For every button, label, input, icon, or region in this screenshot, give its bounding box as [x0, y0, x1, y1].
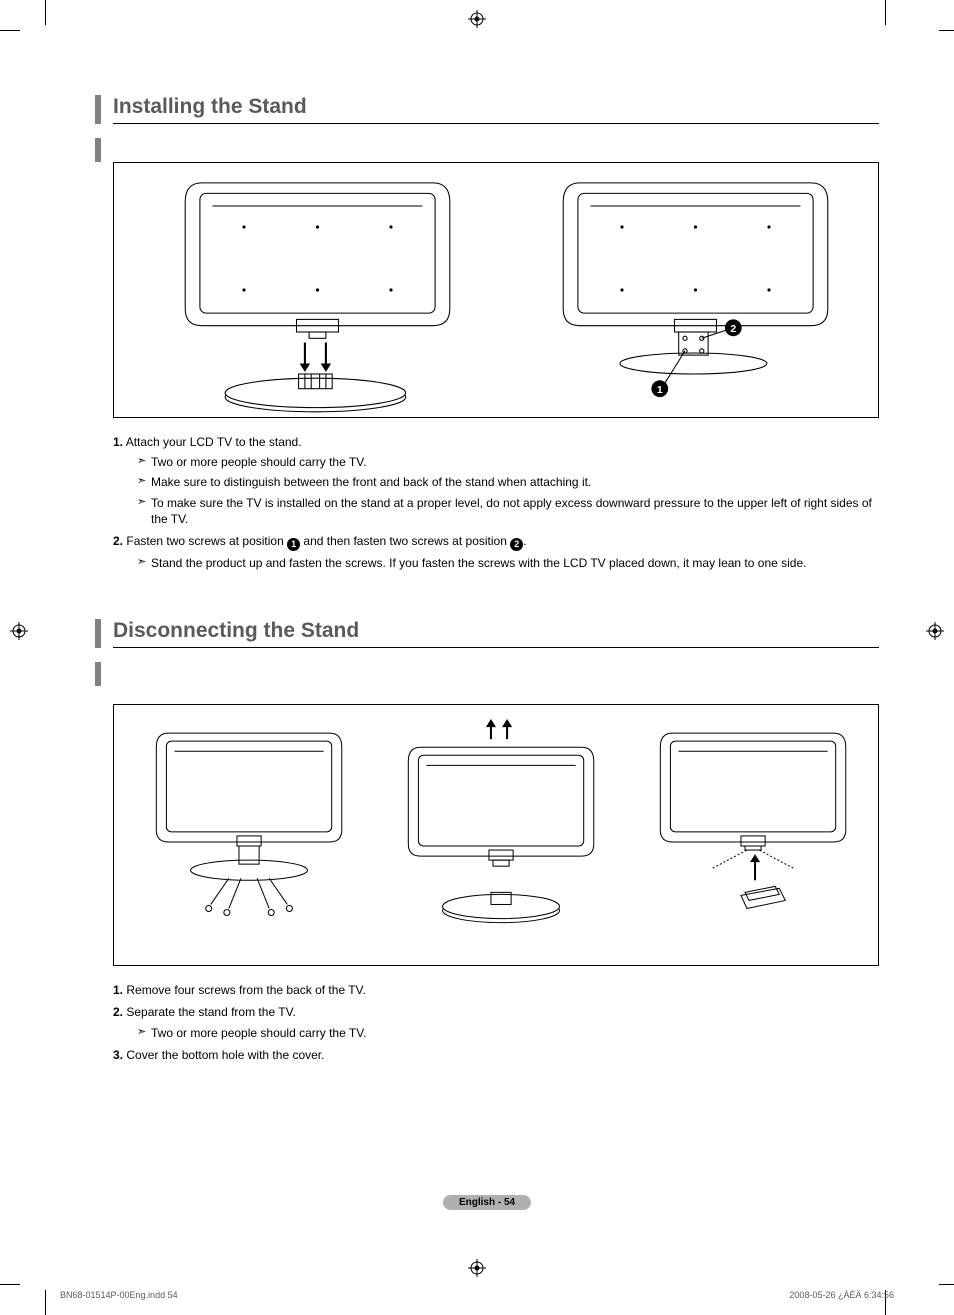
crop-mark: [885, 0, 886, 25]
section-accent-bar: [95, 619, 101, 648]
step-number: 1.: [113, 983, 123, 997]
imprint-footer: BN68-01514P-00Eng.indd 54 2008-05-26 ¿ÀÈ…: [60, 1290, 894, 1300]
note-arrow-icon: ➣: [137, 1025, 151, 1041]
step-number: 2.: [113, 534, 123, 548]
section-title: Installing the Stand: [113, 95, 307, 118]
step-text: Cover the bottom hole with the cover.: [126, 1048, 324, 1062]
section-header: Disconnecting the Stand: [95, 619, 879, 648]
note-item: ➣To make sure the TV is installed on the…: [137, 495, 879, 527]
page-content: Installing the Stand: [95, 95, 879, 1245]
figure-disconnecting-stand: [113, 704, 879, 966]
step-list: 1. Remove four screws from the back of t…: [113, 982, 879, 1063]
note-arrow-icon: ➣: [137, 454, 151, 470]
note-arrow-icon: ➣: [137, 495, 151, 527]
section-accent-bar: [95, 138, 101, 162]
step-list: 1. Attach your LCD TV to the stand. ➣Two…: [113, 434, 879, 571]
step-item: 2. Fasten two screws at position 1 and t…: [113, 533, 879, 571]
tv-fasten-screws-illustration: 2 1: [496, 164, 874, 416]
section-accent-bar: [95, 662, 101, 686]
tv-separate-stand-illustration: [370, 719, 622, 951]
step-number: 1.: [113, 435, 123, 449]
section-title: Disconnecting the Stand: [113, 619, 359, 642]
step-number: 2.: [113, 1005, 123, 1019]
figure-installing-stand: 2 1: [113, 162, 879, 418]
circled-number-icon: 2: [510, 538, 523, 551]
registration-mark-icon: [926, 622, 944, 640]
crop-mark: [0, 1284, 20, 1285]
step-text: Remove four screws from the back of the …: [126, 983, 365, 997]
note-item: ➣Make sure to distinguish between the fr…: [137, 474, 879, 490]
callout-2: 2: [730, 323, 736, 335]
step-item: 1. Remove four screws from the back of t…: [113, 982, 879, 998]
step-item: 1. Attach your LCD TV to the stand. ➣Two…: [113, 434, 879, 527]
registration-mark-icon: [468, 10, 486, 28]
note-arrow-icon: ➣: [137, 474, 151, 490]
section-accent-bar: [95, 95, 101, 124]
tv-cover-hole-illustration: [622, 719, 874, 951]
step-text: Separate the stand from the TV.: [126, 1005, 295, 1019]
note-item: ➣Stand the product up and fasten the scr…: [137, 555, 879, 571]
imprint-timestamp: 2008-05-26 ¿ÀÈÄ 6:34:56: [789, 1290, 894, 1300]
tv-remove-screws-illustration: [118, 719, 370, 951]
step-number: 3.: [113, 1048, 123, 1062]
imprint-filename: BN68-01514P-00Eng.indd 54: [60, 1290, 178, 1300]
registration-mark-icon: [10, 622, 28, 640]
section-header: Installing the Stand: [95, 95, 879, 124]
registration-mark-icon: [468, 1259, 486, 1277]
crop-mark: [939, 1284, 954, 1285]
crop-mark: [45, 0, 46, 25]
crop-mark: [939, 30, 954, 31]
page-number-pill: English - 54: [443, 1195, 531, 1210]
step-item: 2. Separate the stand from the TV. ➣Two …: [113, 1004, 879, 1040]
note-item: ➣Two or more people should carry the TV.: [137, 1025, 879, 1041]
circled-number-icon: 1: [287, 538, 300, 551]
crop-mark: [45, 1290, 46, 1315]
step-item: 3. Cover the bottom hole with the cover.: [113, 1047, 879, 1063]
note-item: ➣Two or more people should carry the TV.: [137, 454, 879, 470]
note-arrow-icon: ➣: [137, 555, 151, 571]
tv-attach-stand-illustration: [118, 164, 496, 416]
step-text: Attach your LCD TV to the stand.: [126, 435, 302, 449]
callout-1: 1: [657, 384, 663, 396]
crop-mark: [0, 30, 20, 31]
step-text: Fasten two screws at position 1 and then…: [126, 534, 526, 548]
